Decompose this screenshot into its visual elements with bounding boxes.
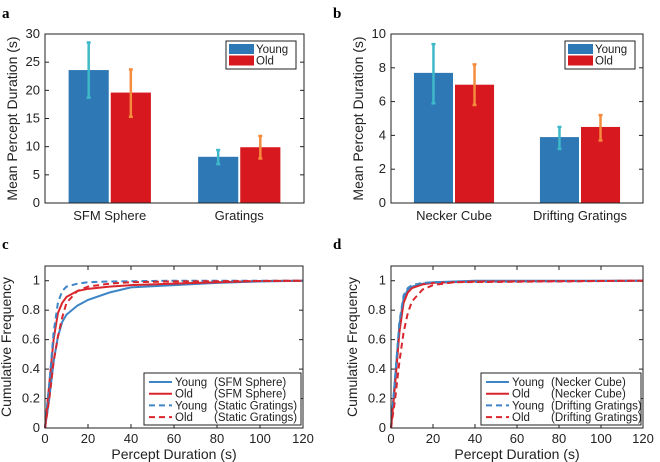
y-tick-label: 0 <box>379 420 386 435</box>
panel-d: d 0 0.2 0.4 0.6 0.8 1 Cumulative Frequency 0 20 40… <box>333 237 654 462</box>
y-tick-label: 2 <box>379 161 386 176</box>
x-tick-label: Drifting Gratings <box>533 208 627 223</box>
legend-label: Old <box>175 412 193 424</box>
axes-box <box>390 265 644 429</box>
y-tick-label: 0.2 <box>22 391 40 406</box>
y-axis-label: Mean Percept Duration (s) <box>4 36 20 200</box>
x-axis-label: Percept Duration (s) <box>111 446 236 462</box>
legend-label: Young <box>595 44 627 56</box>
y-tick-label: 0.8 <box>368 302 386 317</box>
y-tick-label: 1 <box>379 273 386 288</box>
legend-label: Young <box>175 377 207 389</box>
cdf-line-young <box>390 279 644 429</box>
cdf-line-old <box>390 279 644 429</box>
x-tick-label: 0 <box>387 431 394 446</box>
legend-condition: (Drifting Gratings) <box>551 400 642 412</box>
legend-swatch <box>568 44 593 54</box>
x-tick-label: 40 <box>468 431 482 446</box>
legend-label: Old <box>512 412 530 424</box>
y-tick-label: 0 <box>379 195 386 210</box>
y-tick-label: 0.8 <box>22 302 40 317</box>
axes-box <box>390 33 644 204</box>
panel-c: c 0 0.2 0.4 0.6 0.8 1 Cumulative Frequency 0 20 40… <box>0 237 314 462</box>
axes-box <box>44 265 304 429</box>
legend-label: Young <box>512 400 544 412</box>
y-tick-label: 0.6 <box>368 332 386 347</box>
legend-condition: (Static Gratings) <box>214 400 297 412</box>
legend-condition: (SFM Sphere) <box>214 377 286 389</box>
y-tick-label: 30 <box>26 26 40 41</box>
cdf-line-old <box>44 279 304 429</box>
legend-label: Old <box>512 389 530 401</box>
y-tick-label: 10 <box>372 26 386 41</box>
x-axis-label: Percept Duration (s) <box>454 446 579 462</box>
x-tick-label: 80 <box>210 431 224 446</box>
y-tick-label: 6 <box>379 94 386 109</box>
panel-b: b 0 2 4 6 8 10 Mean Percept Duration (s) Necker … <box>333 6 644 223</box>
x-tick-label: SFM Sphere <box>73 208 146 223</box>
x-tick-label: 40 <box>124 431 138 446</box>
y-tick-label: 15 <box>26 111 40 126</box>
y-tick-label: 0 <box>33 195 40 210</box>
y-tick-label: 0.4 <box>22 361 40 376</box>
legend-swatch <box>229 44 254 54</box>
legend-label: Young <box>256 44 288 56</box>
legend-condition: (Static Gratings) <box>214 412 297 424</box>
legend-condition: (Necker Cube) <box>551 389 626 401</box>
y-tick-label: 4 <box>379 127 386 142</box>
y-tick-label: 0.4 <box>368 361 386 376</box>
legend-label: Old <box>256 56 274 68</box>
x-tick-label: 60 <box>167 431 181 446</box>
axes-box <box>44 33 305 204</box>
cdf-line-young <box>44 279 303 429</box>
legend-swatch <box>229 55 254 66</box>
y-tick-label: 5 <box>33 167 40 182</box>
y-tick-label: 20 <box>26 82 40 97</box>
y-axis-label: Mean Percept Duration (s) <box>350 36 366 200</box>
x-tick-label: 20 <box>426 431 440 446</box>
legend-label: Young <box>512 377 544 389</box>
x-tick-label: Necker Cube <box>416 208 492 223</box>
panel-a: a 0 5 10 15 20 25 30 Mean Percept Duration (s) SF… <box>2 6 305 223</box>
legend-condition: (Necker Cube) <box>551 377 626 389</box>
y-tick-label: 0.6 <box>22 332 40 347</box>
y-tick-label: 8 <box>379 60 386 75</box>
x-tick-label: 120 <box>632 431 654 446</box>
x-tick-label: 120 <box>292 431 314 446</box>
y-tick-label: 10 <box>26 139 40 154</box>
y-tick-label: 25 <box>26 54 40 69</box>
legend-condition: (Drifting Gratings) <box>551 412 642 424</box>
x-tick-label: 0 <box>41 431 48 446</box>
x-tick-label: 80 <box>552 431 566 446</box>
x-tick-label: Gratings <box>215 208 265 223</box>
x-tick-label: 100 <box>590 431 612 446</box>
x-tick-label: 100 <box>249 431 271 446</box>
x-tick-label: 20 <box>81 431 95 446</box>
panel-label: d <box>333 237 342 253</box>
legend-label: Old <box>595 56 613 68</box>
y-tick-label: 0.2 <box>368 391 386 406</box>
legend-label: Old <box>175 389 193 401</box>
y-tick-label: 1 <box>33 273 40 288</box>
x-tick-label: 60 <box>510 431 524 446</box>
panel-label: a <box>2 6 10 22</box>
legend-label: Young <box>175 400 207 412</box>
y-tick-label: 0 <box>33 420 40 435</box>
legend-condition: (SFM Sphere) <box>214 389 286 401</box>
legend-swatch <box>568 55 593 66</box>
y-axis-label: Cumulative Frequency <box>344 277 360 417</box>
panel-label: c <box>2 237 9 253</box>
panel-label: b <box>333 6 341 22</box>
y-axis-label: Cumulative Frequency <box>0 277 14 417</box>
